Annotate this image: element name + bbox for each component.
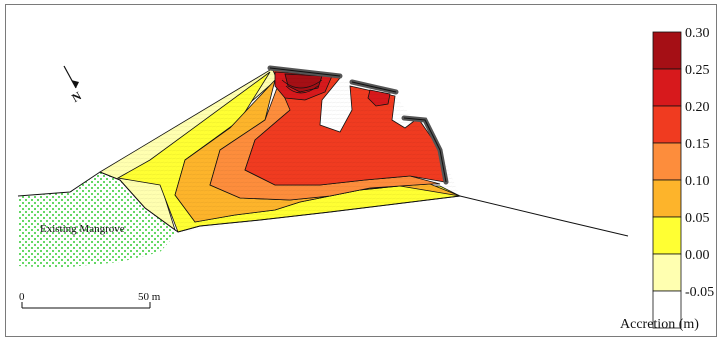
north-label: N <box>69 88 84 105</box>
mangrove-area <box>18 172 178 268</box>
legend-title: Accretion (m) <box>620 317 699 332</box>
contour-line <box>281 79 323 89</box>
legend-label: 0.20 <box>685 100 710 115</box>
legend-swatch <box>652 179 682 218</box>
legend-swatch <box>652 31 682 70</box>
north-arrow: N <box>63 65 84 105</box>
contour-line <box>285 85 319 94</box>
legend-label: 0.10 <box>685 174 710 189</box>
breakwater-outline <box>269 67 447 183</box>
legend-label: 0.00 <box>685 248 710 263</box>
legend-label: 0.30 <box>685 26 710 41</box>
mangrove-label: Existing Mangrove <box>40 223 125 235</box>
shoreline <box>17 171 629 237</box>
scale-bar-end-label: 50 m <box>138 291 161 303</box>
legend-swatch <box>652 105 682 144</box>
legend-label: 0.25 <box>685 63 710 78</box>
legend-label: 0.05 <box>685 211 710 226</box>
legend-label: 0.15 <box>685 137 710 152</box>
legend-label: -0.05 <box>685 285 714 300</box>
scale-bar-start-label: 0 <box>19 291 25 303</box>
legend: 0.30 0.25 0.20 0.15 0.10 0.05 0.00 -0.05 <box>652 26 714 329</box>
zone-texture <box>100 70 460 232</box>
legend-swatch <box>652 216 682 255</box>
scale-bar: 0 50 m <box>19 291 161 309</box>
legend-swatch <box>652 142 682 181</box>
legend-swatch <box>652 68 682 107</box>
figure-frame <box>5 4 717 337</box>
legend-swatch <box>652 290 682 329</box>
legend-swatch <box>652 253 682 292</box>
